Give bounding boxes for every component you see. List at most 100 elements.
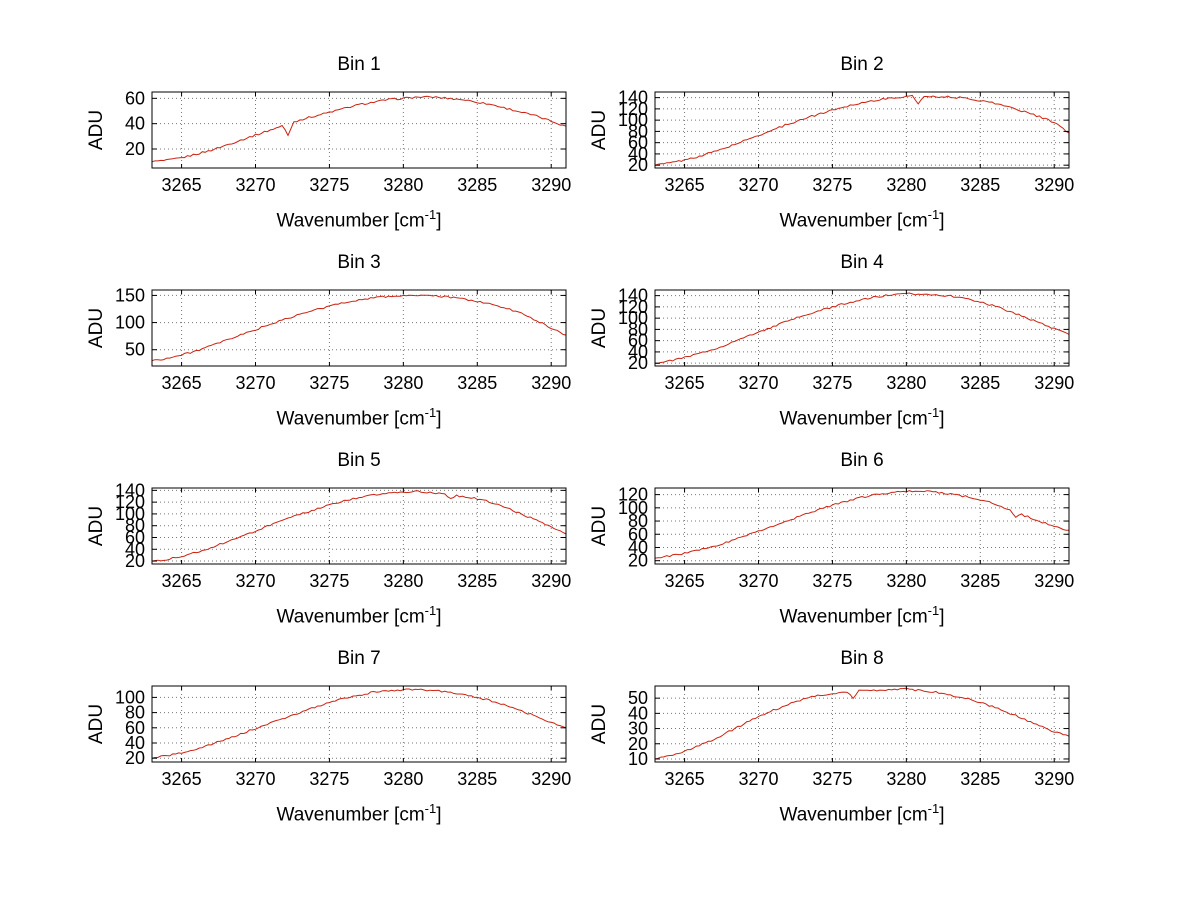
svg-text:3280: 3280	[383, 769, 423, 789]
x-axis-label-text: Wavenumber [cm	[276, 210, 425, 232]
svg-text:3265: 3265	[665, 571, 705, 591]
subplot-bin-8: Bin 8 ADU 3265 3270 3275 3280 3285 3290 10 20 30…	[503, 594, 1103, 834]
x-axis-label-text: Wavenumber [cm	[779, 606, 928, 628]
svg-text:120: 120	[618, 485, 648, 505]
svg-text:100: 100	[115, 504, 145, 524]
subplot-bin-6: Bin 6 ADU 3265 3270 3275 3280 3285 3290 20 40 60…	[503, 396, 1103, 636]
svg-text:20: 20	[628, 734, 648, 754]
svg-text:40: 40	[628, 144, 648, 164]
x-axis-label-suffix: ]	[939, 408, 945, 430]
x-axis-label-text: Wavenumber [cm	[276, 606, 425, 628]
subplot-bin-5: Bin 5 ADU 3265 3270 3275 3280 3285 3290 20 40 60…	[0, 396, 600, 636]
svg-text:3280: 3280	[886, 373, 926, 393]
subplot-bin-7: Bin 7 ADU 3265 3270 3275 3280 3285 3290 20 40 60…	[0, 594, 600, 834]
x-axis-label: Wavenumber [cm-1]	[152, 797, 566, 827]
plot-area: 3265 3270 3275 3280 3285 3290 2040608010012014…	[115, 480, 571, 591]
svg-text:120: 120	[115, 492, 145, 512]
x-axis-label-suffix: ]	[436, 606, 442, 628]
x-axis-label: Wavenumber [cm-1]	[152, 401, 566, 431]
svg-text:3280: 3280	[886, 175, 926, 195]
svg-text:3270: 3270	[235, 769, 275, 789]
svg-text:3270: 3270	[738, 571, 778, 591]
subplot-bin-2: Bin 2 ADU 3265 3270 3275 3280 3285 3290 20 40 60…	[503, 0, 1103, 240]
svg-text:3265: 3265	[665, 175, 705, 195]
x-axis-label-suffix: ]	[939, 210, 945, 232]
svg-text:50: 50	[628, 688, 648, 708]
chart-title: Bin 7	[337, 648, 381, 669]
svg-text:3275: 3275	[812, 175, 852, 195]
svg-text:10: 10	[628, 749, 648, 769]
x-axis-label-text: Wavenumber [cm	[779, 210, 928, 232]
svg-text:80: 80	[125, 703, 145, 723]
svg-text:100: 100	[115, 687, 145, 707]
x-axis-label: Wavenumber [cm-1]	[152, 203, 566, 233]
svg-text:3270: 3270	[738, 373, 778, 393]
svg-text:3285: 3285	[960, 175, 1000, 195]
x-axis-label: Wavenumber [cm-1]	[655, 203, 1069, 233]
subplot-bin-4: Bin 4 ADU 3265 3270 3275 3280 3285 3290 20 40 60…	[503, 198, 1103, 438]
x-axis-label-exponent: -1	[424, 405, 437, 420]
svg-text:3280: 3280	[383, 373, 423, 393]
svg-text:3290: 3290	[531, 571, 571, 591]
svg-text:3285: 3285	[960, 571, 1000, 591]
svg-text:3290: 3290	[1034, 769, 1074, 789]
svg-text:120: 120	[618, 99, 648, 119]
svg-text:3275: 3275	[812, 373, 852, 393]
svg-text:3280: 3280	[886, 769, 926, 789]
x-axis-label-exponent: -1	[424, 801, 437, 816]
plot-area: 3265 3270 3275 3280 3285 3290 2040608010012014…	[618, 286, 1074, 393]
svg-text:3270: 3270	[738, 769, 778, 789]
svg-text:3270: 3270	[738, 175, 778, 195]
svg-text:20: 20	[125, 748, 145, 768]
svg-text:3270: 3270	[235, 373, 275, 393]
svg-text:150: 150	[115, 285, 145, 305]
svg-text:3275: 3275	[812, 769, 852, 789]
x-axis-label-exponent: -1	[927, 405, 940, 420]
svg-text:3280: 3280	[383, 571, 423, 591]
svg-text:3275: 3275	[309, 571, 349, 591]
svg-text:3290: 3290	[1034, 175, 1074, 195]
svg-text:3265: 3265	[665, 769, 705, 789]
svg-text:140: 140	[618, 286, 648, 306]
svg-text:100: 100	[618, 110, 648, 130]
svg-text:80: 80	[125, 516, 145, 536]
svg-text:60: 60	[628, 524, 648, 544]
subplot-bin-3: Bin 3 ADU 3265 3270 3275 3280 3285 3290 50 100 1…	[0, 198, 600, 438]
x-axis-label-text: Wavenumber [cm	[779, 408, 928, 430]
svg-text:3290: 3290	[531, 175, 571, 195]
svg-text:40: 40	[125, 114, 145, 134]
svg-text:3270: 3270	[235, 571, 275, 591]
svg-text:3275: 3275	[309, 769, 349, 789]
svg-text:80: 80	[628, 121, 648, 141]
svg-text:3285: 3285	[960, 769, 1000, 789]
svg-text:3290: 3290	[1034, 571, 1074, 591]
svg-text:60: 60	[125, 527, 145, 547]
svg-text:3275: 3275	[309, 175, 349, 195]
svg-text:20: 20	[628, 353, 648, 373]
svg-text:80: 80	[628, 511, 648, 531]
chart-title: Bin 4	[840, 252, 884, 273]
x-axis-label-exponent: -1	[927, 603, 940, 618]
subplot-bin-1: Bin 1 ADU 3265 3270 3275 3280 3285 3290 20 40 60…	[0, 0, 600, 240]
svg-text:20: 20	[125, 551, 145, 571]
svg-text:20: 20	[628, 155, 648, 175]
x-axis-label-suffix: ]	[939, 606, 945, 628]
svg-text:3280: 3280	[886, 571, 926, 591]
svg-text:140: 140	[115, 480, 145, 500]
svg-text:40: 40	[125, 539, 145, 559]
x-axis-label-suffix: ]	[939, 804, 945, 826]
svg-text:140: 140	[618, 88, 648, 108]
x-axis-label-text: Wavenumber [cm	[276, 804, 425, 826]
svg-text:20: 20	[125, 139, 145, 159]
svg-text:20: 20	[628, 551, 648, 571]
x-axis-label-suffix: ]	[436, 804, 442, 826]
chart-title: Bin 2	[840, 54, 884, 75]
svg-text:3275: 3275	[309, 373, 349, 393]
chart-title: Bin 6	[840, 450, 884, 471]
svg-text:40: 40	[628, 342, 648, 362]
chart-title: Bin 1	[337, 54, 381, 75]
svg-text:100: 100	[618, 308, 648, 328]
plot-area: 3265 3270 3275 3280 3285 3290 2040608010012014…	[618, 88, 1074, 195]
